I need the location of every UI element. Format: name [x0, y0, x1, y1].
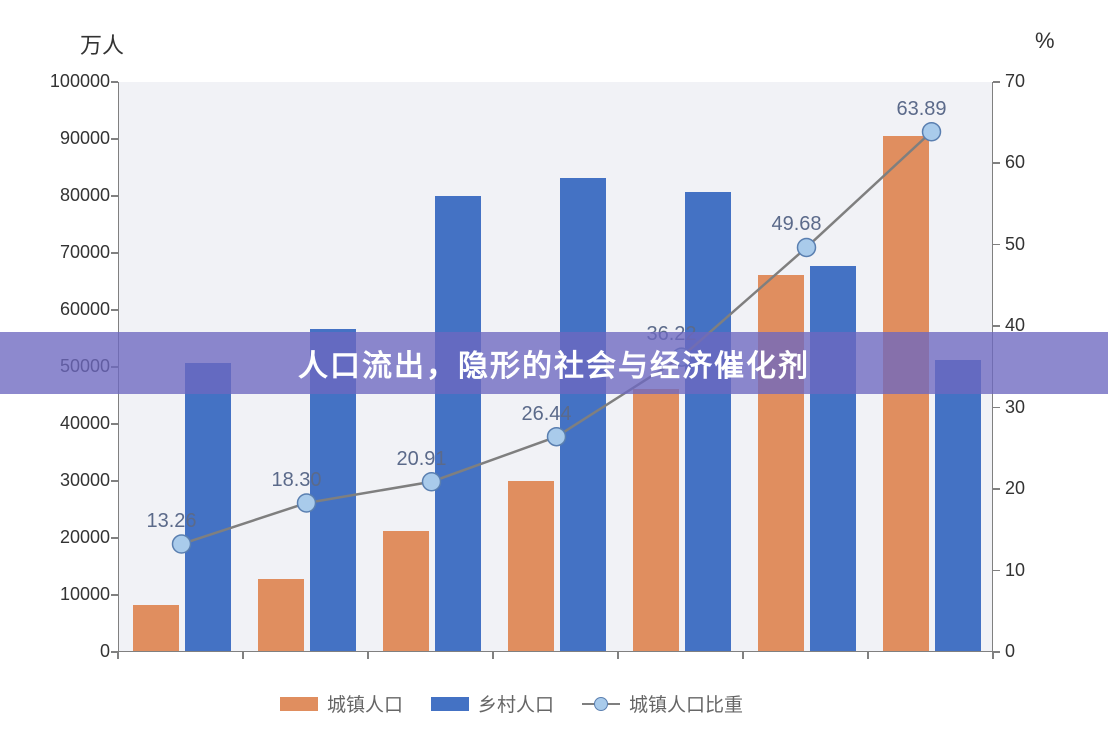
- y-right-title: %: [1035, 28, 1055, 54]
- tick-mark: [993, 162, 1000, 164]
- y-left-tick: 0: [32, 641, 110, 662]
- legend-swatch: [431, 697, 469, 711]
- x-tick-mark: [867, 652, 869, 659]
- tick-mark: [111, 309, 118, 311]
- tick-mark: [993, 81, 1000, 83]
- y-right-tick: 60: [1005, 152, 1025, 173]
- y-left-title: 万人: [80, 28, 124, 60]
- tick-mark: [993, 651, 1000, 653]
- legend-label: 城镇人口比重: [629, 690, 743, 717]
- y-left-tick: 100000: [32, 71, 110, 92]
- legend-label: 城镇人口: [327, 690, 403, 717]
- y-left-tick: 90000: [32, 128, 110, 149]
- y-left-tick: 70000: [32, 242, 110, 263]
- legend-item: 城镇人口: [280, 690, 403, 717]
- tick-mark: [111, 138, 118, 140]
- legend-label: 乡村人口: [478, 690, 554, 717]
- legend-item: 乡村人口: [431, 690, 554, 717]
- y-right-tick: 0: [1005, 641, 1015, 662]
- y-right-tick: 20: [1005, 478, 1025, 499]
- x-tick-mark: [992, 652, 994, 659]
- y-left-tick: 40000: [32, 413, 110, 434]
- tick-mark: [111, 594, 118, 596]
- tick-mark: [993, 407, 1000, 409]
- y-left-tick: 60000: [32, 299, 110, 320]
- tick-mark: [111, 81, 118, 83]
- y-right-tick: 70: [1005, 71, 1025, 92]
- x-tick-mark: [492, 652, 494, 659]
- ratio-label: 63.89: [897, 98, 947, 121]
- y-right-tick: 10: [1005, 560, 1025, 581]
- tick-mark: [993, 570, 1000, 572]
- x-tick-mark: [617, 652, 619, 659]
- tick-mark: [111, 537, 118, 539]
- tick-mark: [993, 488, 1000, 490]
- ratio-label: 49.68: [772, 213, 822, 236]
- ratio-label: 18.30: [272, 469, 322, 492]
- y-right-tick: 30: [1005, 397, 1025, 418]
- y-left-tick: 10000: [32, 584, 110, 605]
- x-tick-mark: [367, 652, 369, 659]
- y-left-tick: 80000: [32, 185, 110, 206]
- x-tick-mark: [117, 652, 119, 659]
- ratio-label: 13.26: [147, 510, 197, 533]
- tick-mark: [111, 195, 118, 197]
- tick-mark: [111, 423, 118, 425]
- y-left-tick: 20000: [32, 527, 110, 548]
- y-left-tick: 30000: [32, 470, 110, 491]
- legend-swatch: [280, 697, 318, 711]
- x-tick-mark: [742, 652, 744, 659]
- legend-item: 城镇人口比重: [582, 690, 743, 717]
- ratio-label: 20.91: [397, 448, 447, 471]
- legend: 城镇人口 乡村人口 城镇人口比重: [280, 690, 743, 717]
- overlay-title: 人口流出，隐形的社会与经济催化剂: [298, 341, 810, 385]
- tick-mark: [993, 244, 1000, 246]
- overlay-band: 人口流出，隐形的社会与经济催化剂: [0, 332, 1108, 394]
- legend-marker: [582, 697, 620, 711]
- tick-mark: [111, 480, 118, 482]
- tick-mark: [993, 325, 1000, 327]
- ratio-label: 26.44: [522, 403, 572, 426]
- y-right-tick: 50: [1005, 234, 1025, 255]
- tick-mark: [111, 252, 118, 254]
- x-tick-mark: [242, 652, 244, 659]
